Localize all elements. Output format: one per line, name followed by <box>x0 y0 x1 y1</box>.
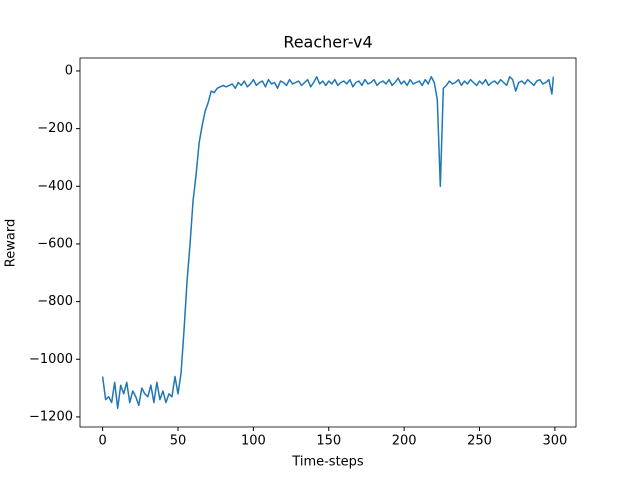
data-line <box>101 75 555 410</box>
x-tick-label: 150 <box>316 434 341 449</box>
y-tick-label: −1000 <box>29 352 73 367</box>
x-tick-label: 0 <box>98 434 106 449</box>
plot-frame <box>79 57 577 428</box>
x-tick-label: 250 <box>467 434 492 449</box>
y-tick-label: −200 <box>37 121 73 136</box>
x-tick-label: 50 <box>170 434 187 449</box>
y-axis-label: Reward <box>4 219 19 267</box>
x-tick-label: 100 <box>241 434 266 449</box>
y-tick-label: 0 <box>65 63 73 78</box>
y-tick-label: −1200 <box>29 409 73 424</box>
x-tick-label: 300 <box>542 434 567 449</box>
chart-title: Reacher-v4 <box>283 33 372 52</box>
x-tick-label: 200 <box>392 434 417 449</box>
y-tick-label: −600 <box>37 236 73 251</box>
x-axis-label: Time-steps <box>291 455 364 470</box>
y-tick-label: −400 <box>37 179 73 194</box>
y-tick-label: −800 <box>37 294 73 309</box>
